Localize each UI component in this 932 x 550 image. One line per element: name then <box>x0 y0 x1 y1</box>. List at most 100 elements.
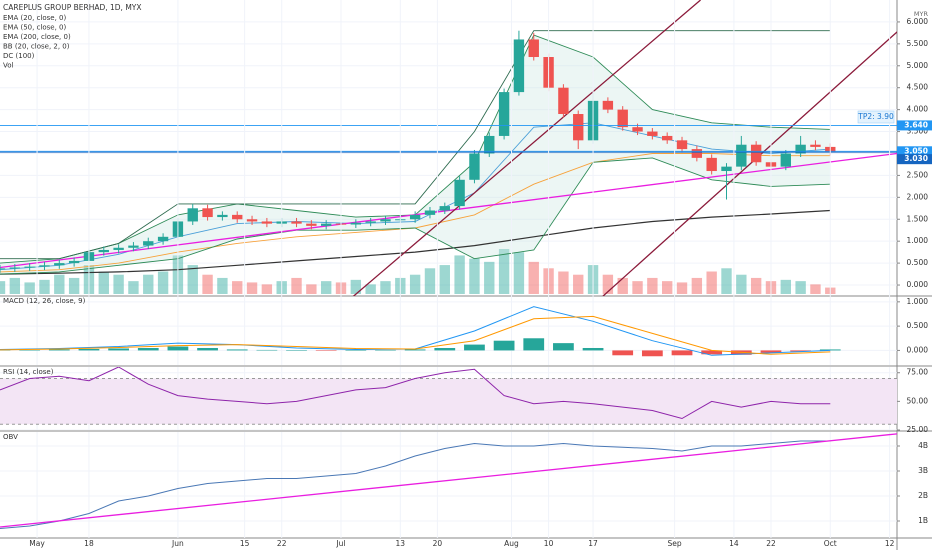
volume-bar <box>632 281 643 294</box>
volume-bar <box>454 255 465 294</box>
volume-bar <box>469 258 480 294</box>
candle-body <box>662 135 673 141</box>
candle-body <box>573 114 584 141</box>
volume-bar <box>721 268 732 294</box>
volume-bar <box>750 277 762 294</box>
y-tick-label: 4.500 <box>907 83 929 92</box>
y-tick-label: 75.00 <box>907 368 929 377</box>
macd-histogram <box>375 349 396 351</box>
volume-bar <box>484 261 495 294</box>
legend-entry: EMA (50, close, 0) <box>3 24 66 32</box>
macd-histogram <box>19 349 41 351</box>
volume-bar <box>602 274 614 294</box>
x-tick-label: 14 <box>729 539 739 548</box>
candle-body <box>217 214 228 218</box>
x-tick-label: 22 <box>766 539 776 548</box>
macd-histogram <box>256 349 278 351</box>
volume-bar <box>9 277 21 294</box>
x-tick-label: 20 <box>433 539 443 548</box>
candle-body <box>736 144 747 167</box>
candle-body <box>706 157 717 172</box>
volume-bar <box>424 268 436 294</box>
y-tick-label: 2B <box>918 491 928 500</box>
macd-histogram <box>167 346 189 351</box>
volume-bar <box>217 277 228 294</box>
legend-entry: EMA (200, close, 0) <box>3 33 71 41</box>
volume-bar <box>232 281 243 294</box>
volume-bar <box>676 282 688 294</box>
candle-body <box>647 131 658 136</box>
candle-body <box>291 221 302 224</box>
y-tick-label: 0.000 <box>907 345 929 354</box>
indicator-line <box>0 157 831 275</box>
y-tick-label: 2.000 <box>907 192 929 201</box>
x-tick-label: 10 <box>544 539 554 548</box>
candle-body <box>54 263 65 266</box>
panel <box>0 433 897 529</box>
x-tick-label: Sep <box>668 539 682 548</box>
candle-body <box>632 127 643 132</box>
candle-body <box>439 206 450 211</box>
last-price-label: 3.030 <box>904 154 928 163</box>
candle-body <box>157 236 169 242</box>
level-box <box>897 146 932 157</box>
candle-body <box>750 144 762 163</box>
volume-bar <box>795 281 806 294</box>
volume-bar <box>380 281 391 294</box>
macd-histogram <box>197 347 218 351</box>
volume-bar <box>736 274 747 294</box>
rsi-band <box>0 378 897 425</box>
y-tick-label: 4B <box>918 441 928 450</box>
candle-body <box>676 140 688 150</box>
rsi-title: RSI (14, close) <box>3 368 54 376</box>
y-tick-label: 1.000 <box>907 297 929 306</box>
last-price-box <box>897 154 932 165</box>
volume-bar <box>647 277 658 294</box>
volume-bar <box>573 274 584 294</box>
y-tick-label: 0.500 <box>907 321 929 330</box>
macd-histogram <box>582 347 604 351</box>
candle-body <box>558 87 569 115</box>
volume-bar <box>439 265 450 294</box>
y-tick-label: 5.500 <box>907 39 929 48</box>
macd-histogram <box>790 350 812 352</box>
y-tick-label: 2.500 <box>907 170 929 179</box>
candle-body <box>39 265 50 267</box>
macd-histogram <box>48 349 70 351</box>
volume-bar <box>246 282 258 294</box>
macd-histogram <box>404 349 426 351</box>
x-tick-label: 15 <box>240 539 250 548</box>
y-tick-label: 0.500 <box>907 258 929 267</box>
macd-histogram <box>464 344 485 351</box>
plots <box>0 0 897 538</box>
y-tick-label: 5.000 <box>907 61 929 70</box>
x-tick-label: 18 <box>84 539 94 548</box>
x-tick-label: Oct <box>824 539 837 548</box>
macd-histogram <box>641 350 663 357</box>
volume-bar <box>513 252 525 294</box>
volume-bar <box>558 271 569 294</box>
candle-body <box>306 223 317 226</box>
candle-body <box>113 247 124 250</box>
panel <box>0 367 897 430</box>
macd-histogram <box>108 348 129 351</box>
y-tick-label: 1.000 <box>907 236 929 245</box>
candle-body <box>780 153 791 167</box>
volume-bar <box>320 281 332 294</box>
macd-histogram <box>612 350 634 356</box>
candle-body <box>469 153 480 180</box>
volume-bar <box>365 284 376 294</box>
legend-entry: BB (20, close, 2, 0) <box>3 43 70 51</box>
macd-histogram <box>226 349 248 351</box>
y-tick-label: 1B <box>918 516 928 525</box>
volume-bar <box>691 277 703 294</box>
candle-body <box>143 241 154 246</box>
macd-histogram <box>78 348 100 351</box>
volume-bar <box>143 274 154 294</box>
volume-bar <box>617 277 628 294</box>
level-box <box>897 120 932 131</box>
x-tick-label: Jul <box>335 539 345 548</box>
macd-histogram <box>315 350 337 351</box>
